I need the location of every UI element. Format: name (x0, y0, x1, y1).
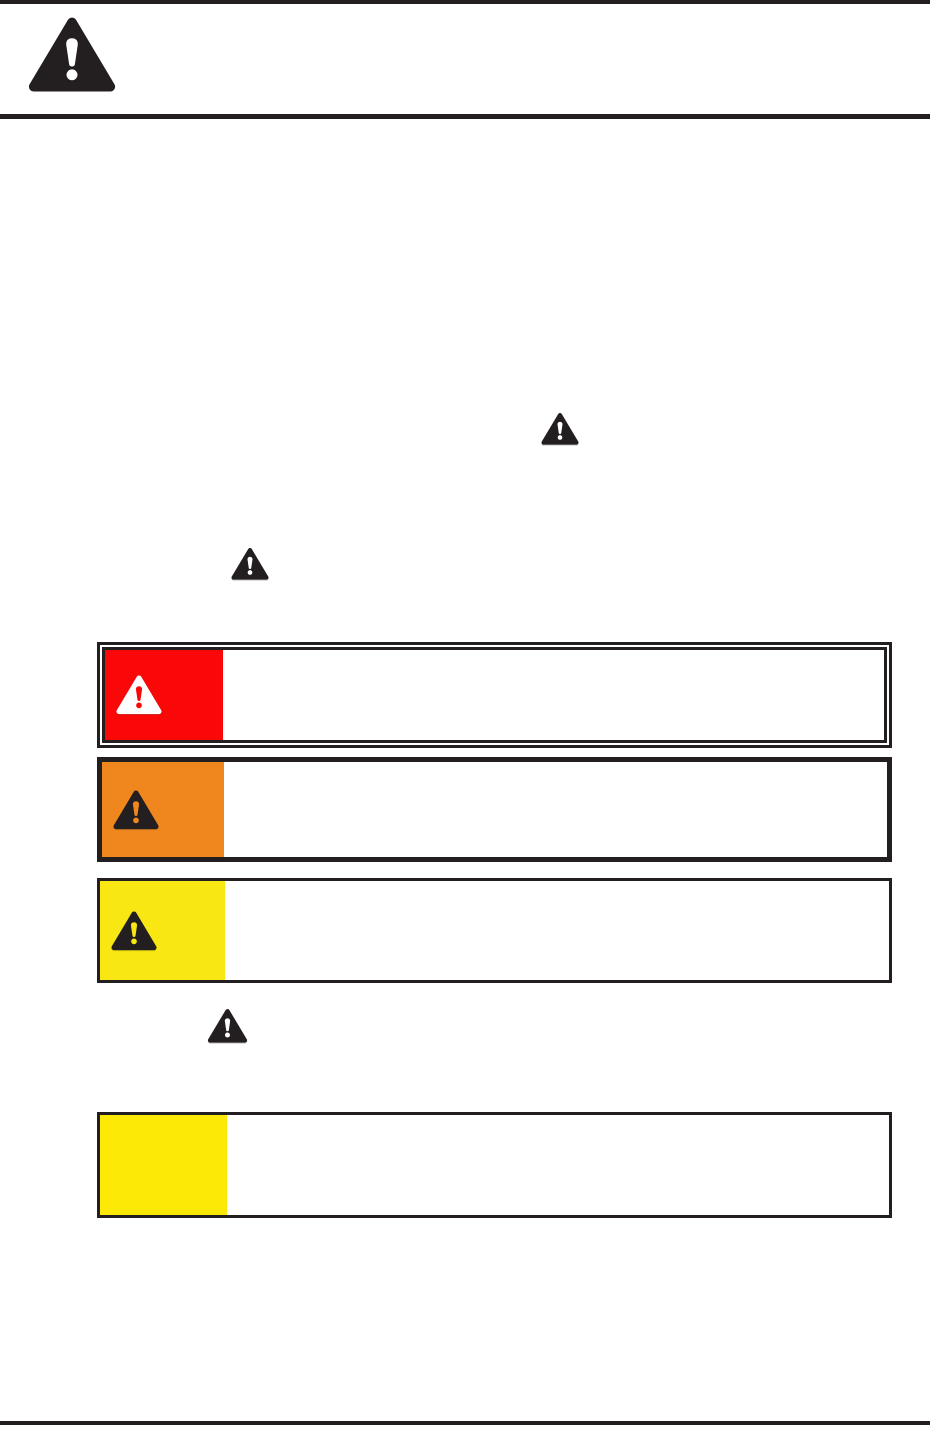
safety-alert-triangle-icon (207, 1008, 248, 1044)
caution-alert-frame (100, 881, 889, 980)
warning-alert-text (224, 762, 887, 857)
caution-alert-color-panel (100, 881, 225, 980)
top-rule (0, 0, 930, 4)
safety-alert-triangle-icon (231, 547, 269, 581)
safety-alert-triangle-icon (113, 789, 159, 831)
notice-alert-text (227, 1115, 889, 1215)
header-rule (0, 114, 930, 119)
safety-alert-triangle-icon (116, 674, 162, 716)
warning-alert-color-panel (102, 762, 224, 857)
safety-alert-triangle-icon (541, 412, 579, 446)
safety-alert-triangle-icon (28, 13, 116, 97)
notice-alert-color-panel (100, 1115, 227, 1215)
bottom-rule (0, 1421, 930, 1425)
caution-alert-text (225, 881, 889, 980)
notice-alert-frame (100, 1115, 889, 1215)
warning-alert-box (97, 757, 892, 862)
caution-alert-box (97, 878, 892, 983)
danger-alert-frame (102, 647, 887, 743)
warning-alert-frame (102, 762, 887, 857)
danger-alert-text (223, 650, 884, 740)
safety-alert-triangle-icon (111, 910, 157, 952)
danger-alert-color-panel (105, 650, 223, 740)
danger-alert-box (97, 642, 892, 748)
notice-alert-box (97, 1112, 892, 1218)
